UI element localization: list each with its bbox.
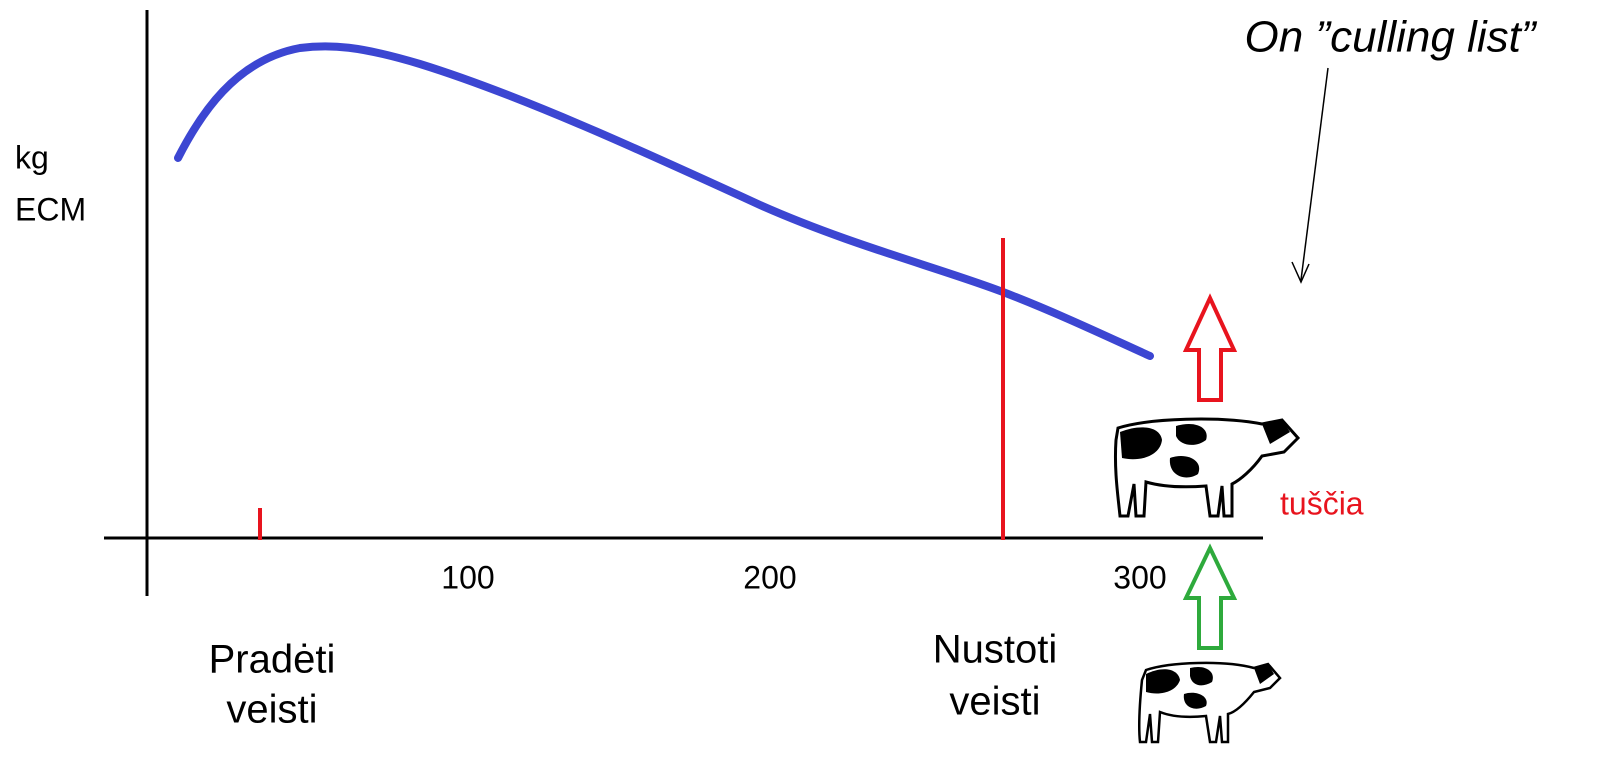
cow-icon [1115,419,1298,516]
start-label: veisti [226,688,317,732]
annotation-arrow [1301,68,1328,280]
up-arrow-red [1186,298,1234,400]
stop-label: Nustoti [933,628,1058,672]
x-tick-label: 200 [743,559,796,595]
start-label: Pradėti [209,638,336,682]
stop-label: veisti [949,680,1040,724]
annotation: On ”culling list” [1245,13,1538,62]
cow-icon [1139,663,1280,742]
x-tick-label: 300 [1113,559,1166,595]
x-tick-label: 100 [441,559,494,595]
diagram: kg ECM 100 200 300 Pradėti veisti Nustot… [0,0,1610,762]
y-axis-label: ECM [15,191,86,227]
up-arrow-green [1186,548,1234,648]
status-label: tuščia [1280,485,1364,521]
y-axis-label: kg [15,139,49,175]
